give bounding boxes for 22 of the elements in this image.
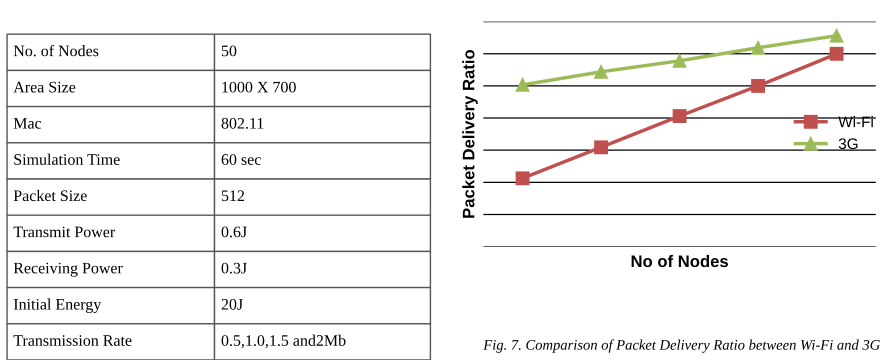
- text: Mac: [14, 118, 42, 129]
- text: 1000 X 700: [222, 82, 296, 92]
- text: 0.5,1.0,1.5 and2Mb: [222, 334, 346, 348]
- text: Packet Size: [14, 190, 87, 202]
- y-axis-title: Packet Delivery Ratio: [462, 50, 478, 218]
- text: Receiving Power: [14, 262, 123, 277]
- text: Initial Energy: [14, 298, 102, 313]
- caption: Fig. 7. Comparison of Packet Delivery Ratio between Wi-Fi and 3G: [483, 339, 880, 353]
- text: Transmit Power: [14, 226, 116, 238]
- text: 512: [222, 190, 244, 202]
- text: 0.3J: [222, 262, 247, 274]
- text: 60 sec: [222, 154, 261, 165]
- text: 20J: [222, 298, 243, 310]
- text: 0.6J: [222, 226, 247, 238]
- text: No. of Nodes: [14, 44, 98, 56]
- text: 50: [222, 46, 236, 56]
- text: Transmission Rate: [14, 335, 132, 346]
- text: Simulation Time: [14, 154, 120, 165]
- x-axis-title: No of Nodes: [632, 254, 728, 268]
- text: Area Size: [13, 82, 76, 92]
- legend-label: 3G: [838, 138, 858, 150]
- text: 802.11: [222, 118, 264, 129]
